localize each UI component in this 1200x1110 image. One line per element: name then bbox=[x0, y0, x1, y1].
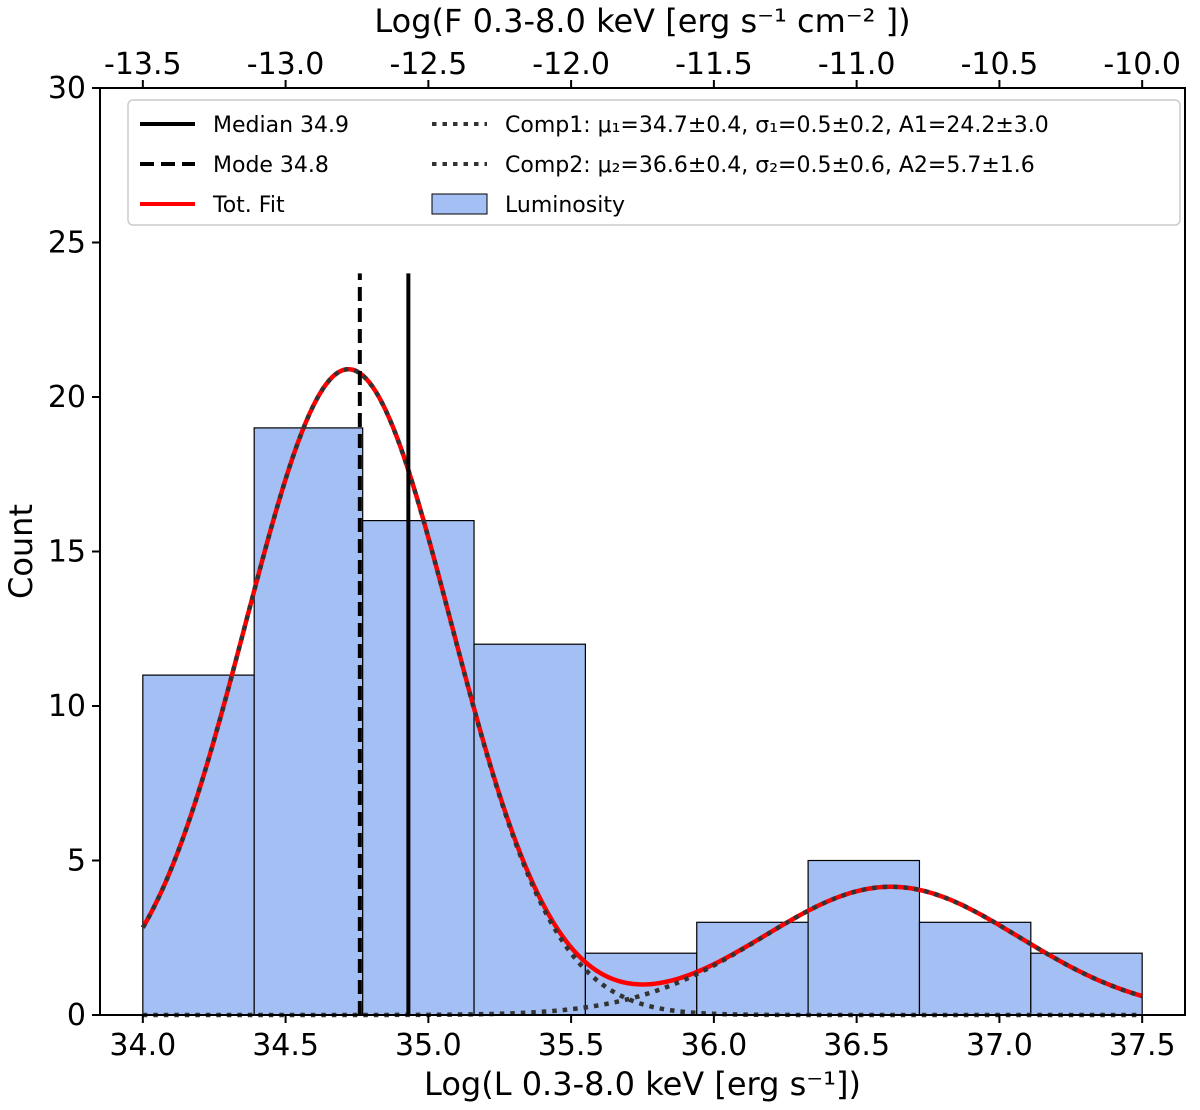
legend: Median 34.9 Mode 34.8 Tot. Fit Comp1: μ₁=34… bbox=[127, 99, 1181, 226]
histogram-bar-4 bbox=[473, 643, 586, 1016]
y-tick-label: 25 bbox=[48, 226, 86, 261]
axis-ticks: 34.0 34.5 35.0 35.5 36.0 36.5 37.0 37.5 -13.5 -13… bbox=[48, 47, 1181, 1063]
histogram-bar-1 bbox=[142, 674, 255, 1016]
legend-box bbox=[127, 99, 1181, 226]
top-axis-label: Log(F 0.3-8.0 keV [erg s⁻¹ cm⁻² ]) bbox=[374, 2, 910, 40]
x-tick-label: 36.0 bbox=[680, 1028, 747, 1063]
histogram-bars bbox=[142, 427, 1143, 1016]
top-tick-label: -12.0 bbox=[532, 47, 610, 82]
histogram-bar-3 bbox=[362, 519, 475, 1016]
legend-label: Mode 34.8 bbox=[213, 153, 329, 178]
legend-swatch bbox=[431, 193, 488, 215]
legend-item-6: Luminosity bbox=[431, 193, 625, 218]
legend-label: Luminosity bbox=[505, 193, 625, 218]
top-tick-label: -13.5 bbox=[104, 47, 182, 82]
legend-label: Tot. Fit bbox=[212, 193, 285, 218]
histogram-bar-8 bbox=[918, 921, 1032, 1016]
x-tick-label: 35.0 bbox=[395, 1028, 462, 1063]
histogram-bar-6 bbox=[696, 921, 809, 1016]
legend-item-1: Median 34.9 bbox=[140, 113, 349, 138]
legend-item-5: Comp2: μ₂=36.6±0.4, σ₂=0.5±0.6, A2=5.7±1… bbox=[432, 153, 1035, 178]
y-tick-label: 5 bbox=[67, 844, 86, 879]
statistic-lines bbox=[357, 273, 411, 1015]
top-tick-label: -11.0 bbox=[818, 47, 896, 82]
y-axis-label: Count bbox=[2, 504, 40, 599]
legend-item-3: Tot. Fit bbox=[140, 193, 285, 218]
legend-item-4: Comp1: μ₁=34.7±0.4, σ₁=0.5±0.2, A1=24.2±… bbox=[432, 113, 1049, 138]
top-tick-label: -12.5 bbox=[390, 47, 468, 82]
y-tick-label: 30 bbox=[48, 71, 86, 106]
component-2-curve bbox=[142, 884, 1143, 1018]
y-tick-label: 10 bbox=[48, 689, 86, 724]
x-tick-label: 37.5 bbox=[1109, 1028, 1176, 1063]
y-tick-label: 20 bbox=[48, 380, 86, 415]
histogram-bar-9 bbox=[1030, 952, 1143, 1016]
histogram-bar-7 bbox=[807, 859, 921, 1016]
x-tick-label: 35.5 bbox=[538, 1028, 605, 1063]
top-tick-label: -11.5 bbox=[675, 47, 753, 82]
x-tick-label: 34.0 bbox=[109, 1028, 176, 1063]
top-tick-label: -13.0 bbox=[247, 47, 325, 82]
legend-label: Median 34.9 bbox=[213, 113, 349, 138]
y-tick-label: 0 bbox=[67, 998, 86, 1033]
y-tick-label: 15 bbox=[48, 535, 86, 570]
legend-item-2: Mode 34.8 bbox=[140, 153, 329, 178]
x-tick-label: 34.5 bbox=[252, 1028, 319, 1063]
x-axis-label: Log(L 0.3-8.0 keV [erg s⁻¹]) bbox=[424, 1065, 861, 1103]
legend-label: Comp1: μ₁=34.7±0.4, σ₁=0.5±0.2, A1=24.2±… bbox=[505, 113, 1049, 138]
histogram-bar-2 bbox=[253, 427, 364, 1016]
x-tick-label: 36.5 bbox=[823, 1028, 890, 1063]
top-tick-label: -10.5 bbox=[961, 47, 1039, 82]
top-tick-label: -10.0 bbox=[1103, 47, 1181, 82]
x-tick-label: 37.0 bbox=[966, 1028, 1033, 1063]
legend-label: Comp2: μ₂=36.6±0.4, σ₂=0.5±0.6, A2=5.7±1… bbox=[505, 153, 1035, 178]
